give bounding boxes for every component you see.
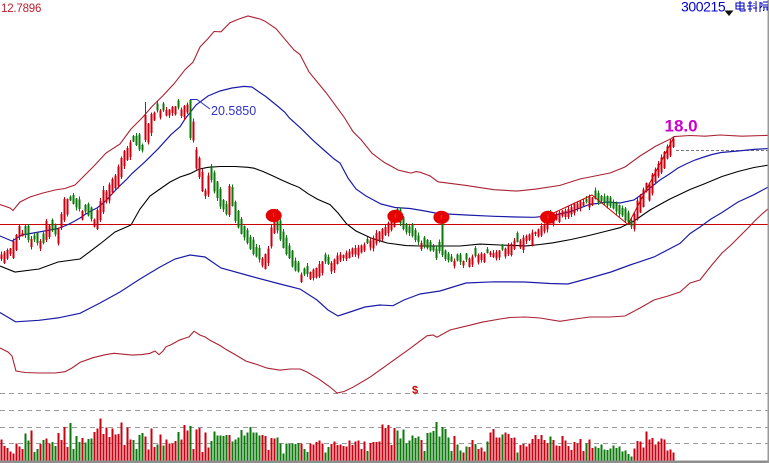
svg-text:300215: 300215 (681, 0, 726, 15)
svg-text:20.5850: 20.5850 (211, 104, 256, 118)
svg-text:12.7896: 12.7896 (1, 3, 41, 15)
svg-text:18.0: 18.0 (665, 117, 698, 136)
svg-text:$: $ (412, 385, 418, 397)
